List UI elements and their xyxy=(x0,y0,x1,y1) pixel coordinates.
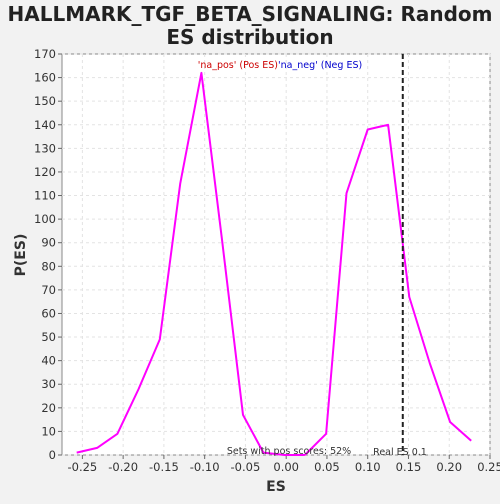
y-tick-label: 70 xyxy=(41,283,56,297)
y-tick-label: 60 xyxy=(41,306,56,320)
x-axis-title: ES xyxy=(266,479,286,495)
y-axis-title: P(ES) xyxy=(13,234,29,277)
y-tick-label: 140 xyxy=(34,118,56,132)
y-tick-label: 90 xyxy=(41,236,56,250)
y-tick-label: 170 xyxy=(34,47,56,61)
legend-item-pos: 'na_pos' (Pos ES) xyxy=(198,60,278,71)
y-tick-label: 160 xyxy=(34,71,56,85)
y-tick-label: 0 xyxy=(49,448,56,462)
annotations: 'na_pos' (Pos ES)'na_neg' (Neg ES) Real E… xyxy=(198,54,427,458)
y-tick-label: 130 xyxy=(34,141,56,155)
series-group xyxy=(76,71,472,456)
y-tick-label: 150 xyxy=(34,94,56,108)
legend-item-neg: 'na_neg' (Neg ES) xyxy=(278,60,362,71)
y-tick-label: 20 xyxy=(41,401,56,415)
x-tick-label: -0.05 xyxy=(231,460,261,474)
x-tick-label: -0.15 xyxy=(149,460,179,474)
real-es-label: Real ES 0.1 xyxy=(373,447,427,458)
chart-title-line-2: ES distribution xyxy=(166,25,333,49)
plot-area xyxy=(61,53,491,456)
series-line-2 xyxy=(304,123,472,456)
x-tick-label: 0.25 xyxy=(477,460,500,474)
x-tick-label: 0.00 xyxy=(273,460,299,474)
chart-title-line-1: HALLMARK_TGF_BETA_SIGNALING: Random xyxy=(8,2,493,26)
x-tick-label: 0.20 xyxy=(436,460,462,474)
x-tick-label: -0.10 xyxy=(190,460,220,474)
grid-lines xyxy=(62,53,491,456)
x-tick-label: -0.20 xyxy=(108,460,138,474)
y-tick-label: 40 xyxy=(41,354,56,368)
series-line-1 xyxy=(76,71,305,456)
x-tick-label: 0.05 xyxy=(314,460,340,474)
y-tick-label: 110 xyxy=(34,189,56,203)
y-tick-label: 80 xyxy=(41,259,56,273)
y-tick-label: 10 xyxy=(41,424,56,438)
axes: 0 10 20 30 40 50 60 70 80 90 100 110 120 130 140 150 160… xyxy=(34,47,500,474)
x-tick-label: 0.15 xyxy=(396,460,422,474)
pos-scores-label: Sets with pos scores: 52% xyxy=(227,446,351,457)
y-tick-label: 30 xyxy=(41,377,56,391)
y-tick-label: 120 xyxy=(34,165,56,179)
x-tick-label: 0.10 xyxy=(355,460,381,474)
y-tick-label: 50 xyxy=(41,330,56,344)
y-tick-label: 100 xyxy=(34,212,56,226)
x-tick-label: -0.25 xyxy=(67,460,97,474)
